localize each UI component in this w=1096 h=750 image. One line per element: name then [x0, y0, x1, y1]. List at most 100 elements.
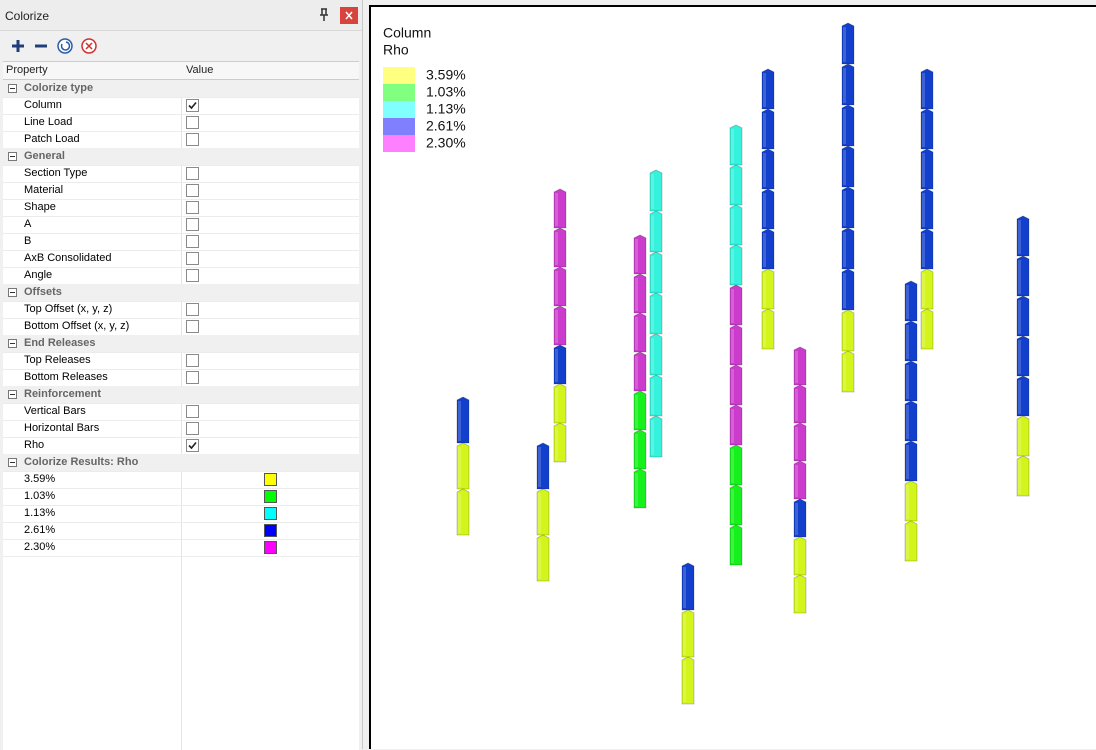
segment-highlight [843, 314, 846, 349]
group-label: Reinforcement [24, 388, 102, 400]
segment-highlight [458, 401, 461, 441]
column-segment [649, 415, 663, 458]
segment-highlight [1018, 460, 1021, 494]
add-button[interactable] [12, 40, 24, 52]
segment-highlight [458, 447, 461, 487]
property-row: B [3, 233, 359, 251]
checkbox[interactable] [186, 99, 199, 112]
segment-highlight [651, 379, 654, 414]
checkbox[interactable] [186, 422, 199, 435]
checkbox[interactable] [186, 320, 199, 333]
segment-highlight [731, 449, 734, 483]
pin-button[interactable] [318, 8, 330, 22]
property-label: Section Type [24, 167, 88, 179]
segment-highlight [538, 493, 541, 533]
column-segment [536, 488, 550, 536]
legend-label: 2.61% [426, 118, 466, 134]
column-segment [920, 68, 934, 110]
checkbox[interactable] [186, 371, 199, 384]
checkbox[interactable] [186, 167, 199, 180]
close-button[interactable] [340, 7, 358, 24]
column-segment [729, 284, 743, 326]
column-segment [633, 273, 647, 314]
column-segment [729, 324, 743, 366]
column-segment [536, 442, 550, 490]
segment-highlight [922, 73, 925, 107]
column-segment [649, 169, 663, 212]
property-label: Line Load [24, 116, 73, 128]
checkbox[interactable] [186, 269, 199, 282]
checkbox[interactable] [186, 218, 199, 231]
segment-highlight [731, 529, 734, 563]
cancel-button[interactable] [81, 38, 97, 54]
column-segment [633, 234, 647, 275]
column-segment [793, 384, 807, 424]
segment-highlight [635, 395, 638, 428]
refresh-button[interactable] [57, 38, 73, 54]
title-bar: Colorize [0, 0, 362, 31]
checkbox[interactable] [186, 116, 199, 129]
result-row: 2.61% [3, 522, 359, 540]
segment-highlight [843, 355, 846, 390]
segment-highlight [763, 193, 766, 227]
group-label: Colorize Results: Rho [24, 456, 139, 468]
column-divider [181, 62, 182, 750]
column-segment [1016, 215, 1030, 257]
segment-highlight [635, 278, 638, 311]
segment-highlight [843, 68, 846, 103]
column-segment [904, 400, 918, 442]
column-segment [1016, 335, 1030, 377]
segment-highlight [763, 73, 766, 107]
segment-highlight [1018, 220, 1021, 254]
legend-swatch [383, 135, 415, 152]
group-row: Colorize type [3, 80, 359, 98]
checkbox[interactable] [186, 405, 199, 418]
column-segment [920, 228, 934, 270]
checkbox[interactable] [186, 133, 199, 146]
property-row: Patch Load [3, 131, 359, 149]
column-segment [793, 422, 807, 462]
column-segment [456, 488, 470, 536]
property-label: Top Offset (x, y, z) [24, 303, 113, 315]
segment-highlight [922, 153, 925, 187]
legend-subtitle: Rho [383, 42, 409, 58]
column-segment [841, 145, 855, 188]
segment-highlight [795, 351, 798, 383]
property-row: Vertical Bars [3, 403, 359, 421]
result-label: 3.59% [24, 473, 56, 485]
legend-label: 2.30% [426, 135, 466, 151]
column-header: Property [6, 64, 48, 76]
segment-highlight [906, 405, 909, 439]
checkbox[interactable] [186, 354, 199, 367]
column-segment [649, 333, 663, 376]
column-segment [841, 22, 855, 65]
checkbox[interactable] [186, 439, 199, 452]
segment-highlight [651, 174, 654, 209]
column-segment [1016, 375, 1030, 417]
header-row: Property Value [3, 62, 359, 80]
column-segment [841, 104, 855, 147]
segment-highlight [906, 285, 909, 319]
segment-highlight [651, 297, 654, 332]
legend-label: 1.03% [426, 84, 466, 100]
column-segment [536, 534, 550, 582]
segment-highlight [731, 329, 734, 363]
segment-highlight [906, 325, 909, 359]
column-segment [761, 308, 775, 350]
column-segment [841, 186, 855, 229]
segment-highlight [922, 313, 925, 347]
property-row: Top Offset (x, y, z) [3, 301, 359, 319]
checkbox[interactable] [186, 303, 199, 316]
checkbox[interactable] [186, 201, 199, 214]
property-row: Line Load [3, 114, 359, 132]
checkbox[interactable] [186, 184, 199, 197]
column-segment [1016, 415, 1030, 457]
legend-label: 3.59% [426, 67, 466, 83]
result-label: 2.30% [24, 541, 56, 553]
segment-highlight [555, 427, 558, 460]
checkbox[interactable] [186, 235, 199, 248]
column-segment [920, 188, 934, 230]
property-row: Top Releases [3, 352, 359, 370]
checkbox[interactable] [186, 252, 199, 265]
